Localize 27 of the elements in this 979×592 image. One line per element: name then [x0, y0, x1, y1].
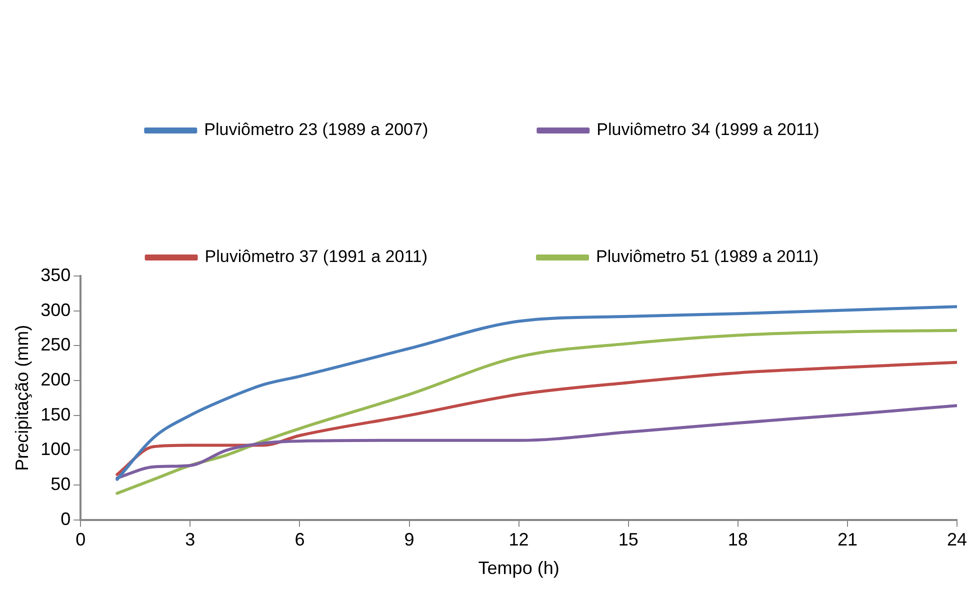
x-tick-label: 0: [76, 530, 86, 550]
y-tick-label: 50: [50, 474, 71, 494]
x-tick-label: 3: [185, 530, 196, 550]
y-axis-title: Precipitação (mm): [12, 324, 32, 471]
y-tick-label: 100: [40, 439, 71, 460]
line-series: [116, 305, 957, 481]
x-tick-label: 24: [946, 530, 968, 550]
x-tick-label: 15: [618, 530, 638, 550]
y-tick-label: 250: [40, 334, 71, 355]
x-tick-label: 6: [294, 530, 305, 550]
line-series: [116, 360, 957, 476]
x-tick-label: 9: [404, 530, 414, 550]
legend-label: Pluviômetro 34 (1999 a 2011): [596, 120, 820, 140]
line-series: [116, 328, 957, 495]
line-series: [116, 404, 957, 480]
x-tick-label: 18: [728, 530, 748, 550]
y-tick-label: 0: [60, 508, 71, 529]
x-axis-title: Tempo (h): [478, 558, 560, 578]
legend-label: Pluviômetro 37 (1991 a 2011): [204, 247, 428, 266]
y-tick-label: 200: [40, 369, 71, 390]
y-tick-label: 150: [40, 404, 71, 424]
legend-label: Pluviômetro 51 (1989 a 2011): [596, 247, 819, 266]
x-tick-label: 12: [508, 530, 529, 550]
y-tick-label: 300: [40, 300, 71, 320]
x-tick-label: 21: [837, 530, 858, 550]
y-tick-label: 350: [40, 264, 71, 285]
legend-label: Pluviômetro 23 (1989 a 2007): [204, 120, 428, 140]
